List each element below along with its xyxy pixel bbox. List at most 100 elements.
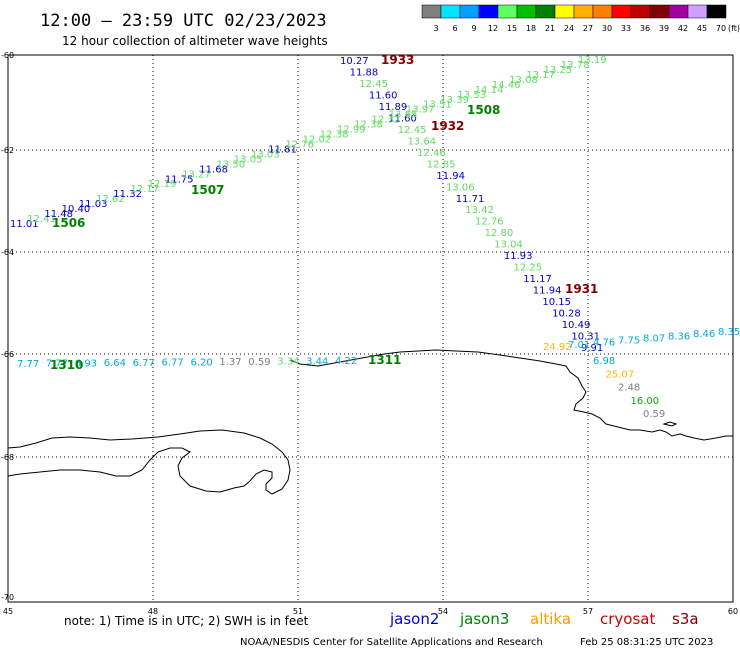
wave-height-value: 12.38 [320,130,349,141]
scale-swatch [497,4,518,19]
scale-swatch [649,4,670,19]
wave-height-value: 9.91 [581,343,603,354]
wave-height-value: 12.62 [96,194,125,205]
wave-height-value: 7.01 [568,340,590,351]
wave-height-value: 13.06 [446,182,475,193]
scale-label: 15 [507,24,517,33]
wave-height-value: 1.37 [219,357,241,368]
scale-label: 12 [488,24,498,33]
wave-height-value: 11.88 [350,68,379,79]
scale-label: 33 [621,24,631,33]
scale-swatch [668,4,689,19]
wave-height-value: 10.49 [562,320,591,331]
lon-tick-label: 57 [583,607,593,616]
pass-label-1933: 1933 [381,53,414,67]
coastline-island [662,421,678,427]
plot-frame [7,54,734,603]
footer-timestamp: Feb 25 08:31:25 UTC 2023 [580,637,713,648]
antarctic-coastline [7,429,291,495]
wave-height-value: 0.59 [643,409,665,420]
wave-height-value: 12.76 [285,140,314,151]
lon-tick-label: 48 [148,607,158,616]
scale-swatch [592,4,613,19]
wave-height-value: 25.07 [606,369,635,380]
scale-swatch [459,4,480,19]
pass-label-1311: 1311 [368,353,401,367]
wave-height-value: 6.93 [75,359,97,370]
pass-labels: 1933 1932 1931 1508 1507 1506 1311 1310 [50,53,598,372]
wave-height-value: 13.97 [406,105,435,116]
scale-label: 36 [640,24,650,33]
wave-height-value: 6.64 [104,358,126,369]
scale-label: 27 [583,24,593,33]
lat-tick-label: -66 [1,350,14,359]
wave-height-value: 12.45 [398,125,427,136]
antarctic-coastline-east [289,349,733,441]
wave-height-value: 12.32 [372,115,401,126]
wave-height-value: 13.03 [251,149,280,160]
pass-label-1507: 1507 [191,183,224,197]
scale-label: 3 [433,24,438,33]
lon-tick-label: 51 [293,607,303,616]
wave-height-value: 4.76 [593,338,615,349]
pass-label-1506: 1506 [52,216,85,230]
scale-swatch [535,4,556,19]
lat-tick-label: -70 [1,593,14,602]
wave-height-value: 11.81 [268,145,297,156]
wave-height-value: 7.75 [618,336,640,347]
satellite-cryosat: cryosat [600,610,655,628]
wave-height-value: 12.02 [303,135,332,146]
wave-height-value: 11.32 [113,189,142,200]
wave-height-value: 12.85 [427,159,456,170]
wave-height-value: 12.17 [131,184,160,195]
scale-label: 6 [452,24,457,33]
wave-height-value: 13.65 [389,110,418,121]
wave-height-value: 13.08 [509,75,538,86]
pass-label-1310: 1310 [50,358,83,372]
wave-height-value: 13.39 [440,95,469,106]
pass-label-1508: 1508 [467,103,500,117]
wave-height-value: 13.50 [217,159,246,170]
wave-height-value: 6.77 [162,358,184,369]
wave-height-value: 12.25 [514,263,543,274]
scale-label: 42 [678,24,688,33]
wave-height-value: 12.80 [485,228,514,239]
wave-height-value: 13.42 [465,205,494,216]
pass-label-1932: 1932 [431,119,464,133]
wave-height-value: 8.36 [668,331,690,342]
wave-height-value: 11.75 [165,174,194,185]
lon-tick-label: 54 [438,607,448,616]
wave-height-value: 11.94 [436,171,465,182]
wave-height-value: 3.34 [277,357,299,368]
lat-tick-label: -60 [1,51,14,60]
scale-swatch [554,4,575,19]
scale-label: 18 [526,24,536,33]
wave-height-value: 10.40 [62,204,91,215]
scale-label: 70 [716,24,726,33]
wave-height-value: 12.45 [359,79,388,90]
wave-height-value: 10.27 [340,56,369,67]
scale-swatch [706,4,727,19]
wave-height-value: 11.94 [533,286,562,297]
wave-height-value: 12.76 [475,217,504,228]
wave-height-value: 10.31 [571,332,600,343]
wave-height-value: 13.25 [544,65,573,76]
axis-labels: -60 -62 -64 -66 -68 -70 45 48 51 54 57 60 [1,51,738,616]
wave-height-value: 4.22 [335,356,357,367]
scale-label: 30 [602,24,612,33]
wave-height-value: 12.38 [354,120,383,131]
wave-height-value: 12.41 [27,214,56,225]
wave-height-value: 3.44 [306,356,328,367]
wave-height-value: 13.04 [494,240,523,251]
scale-label: 24 [564,24,574,33]
lat-tick-label: -64 [1,248,14,257]
wave-height-value: 12.19 [148,179,177,190]
map-subtitle: 12 hour collection of altimeter wave hei… [62,34,328,48]
scale-label: 9 [471,24,476,33]
wave-height-value: 0.59 [248,357,270,368]
scale-swatch [687,4,708,19]
scale-swatch [440,4,461,19]
scale-swatch [630,4,651,19]
wave-height-value: 13.05 [234,154,263,165]
scale-label: 39 [659,24,669,33]
